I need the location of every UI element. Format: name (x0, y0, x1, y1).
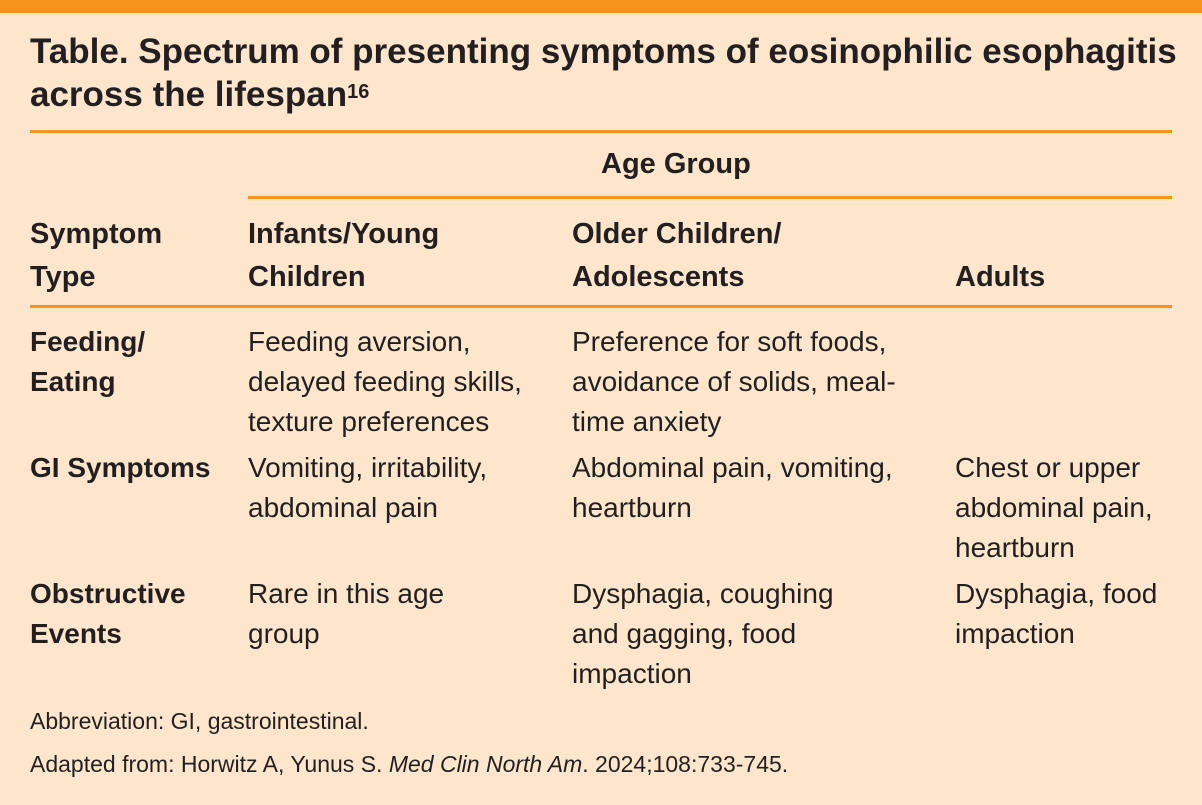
column-header-symptom-type: Symptom Type (30, 218, 163, 293)
table-cell: Abdominal pain, vomiting, heartburn (572, 452, 893, 523)
age-group-header: Age Group (601, 148, 751, 180)
title-divider (30, 130, 1172, 133)
column-header-infants: Infants/Young Children (248, 218, 440, 293)
table-cell: Rare in this age group (248, 578, 445, 649)
table-title: Table. Spectrum of presenting symptoms o… (30, 32, 1177, 114)
header-divider (30, 305, 1172, 308)
row-label-feeding: Feeding/ Eating (30, 326, 146, 397)
column-header-adults: Adults (955, 261, 1046, 293)
table-cell: Dysphagia, food impaction (955, 578, 1158, 649)
age-group-divider (248, 196, 1172, 199)
table-cell: Preference for soft foods, avoidance of … (572, 326, 896, 437)
table-cell: Vomiting, irritability, abdominal pain (248, 452, 488, 523)
table-cell: Feeding aversion, delayed feeding skills… (248, 326, 522, 437)
abbreviation-footnote: Abbreviation: GI, gastrointestinal. (30, 708, 369, 734)
column-header-older-children: Older Children/ Adolescents (572, 218, 782, 293)
table-cell: Chest or upper abdominal pain, heartburn (955, 452, 1153, 563)
table-cell: Dysphagia, coughing and gagging, food im… (572, 578, 834, 689)
row-label-gi: GI Symptoms (30, 452, 211, 483)
reference-superscript: 16 (347, 81, 370, 103)
top-accent-bar (0, 0, 1202, 13)
source-footnote: Adapted from: Horwitz A, Yunus S. Med Cl… (30, 751, 789, 777)
row-label-obstructive: Obstructive Events (30, 578, 186, 649)
